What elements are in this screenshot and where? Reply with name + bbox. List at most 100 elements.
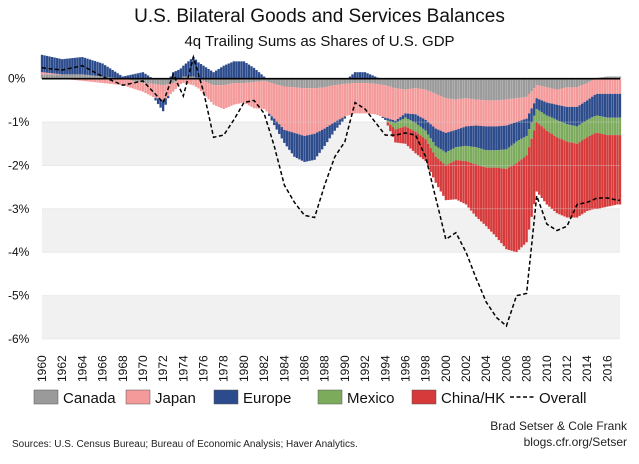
bar-mexico <box>396 121 400 129</box>
bar-china <box>487 167 490 229</box>
bar-japan <box>91 78 94 82</box>
bar-europe <box>391 120 394 123</box>
bar-europe <box>169 76 172 79</box>
x-tick-label: 1968 <box>116 355 130 382</box>
bar-china <box>608 135 612 207</box>
bar-japan <box>613 78 617 94</box>
bar-japan <box>50 73 54 75</box>
bar-japan <box>447 98 450 133</box>
bar-canada <box>260 78 263 82</box>
bar-canada <box>472 78 475 100</box>
bar-china <box>401 127 405 144</box>
bar-europe <box>404 113 407 118</box>
bar-china <box>459 160 463 202</box>
bar-japan <box>146 83 150 95</box>
bar-europe <box>257 72 261 79</box>
bar-mexico <box>515 141 518 164</box>
bar-japan <box>502 99 506 126</box>
bar-europe <box>106 66 109 78</box>
bar-china <box>533 130 536 205</box>
bar-canada <box>447 78 450 99</box>
bar-europe <box>510 123 513 146</box>
bar-japan <box>490 100 493 127</box>
bar-canada <box>381 78 384 85</box>
bar-mexico <box>570 125 574 143</box>
bar-mexico <box>550 117 554 135</box>
bar-canada <box>530 78 533 92</box>
bar-canada <box>358 78 362 84</box>
bar-japan <box>265 81 268 112</box>
bar-canada <box>379 78 382 85</box>
bar-japan <box>457 99 460 130</box>
bar-japan <box>250 82 253 107</box>
bar-mexico <box>527 129 531 148</box>
bar-china <box>404 126 407 144</box>
bar-europe <box>389 119 392 122</box>
bar-europe <box>61 59 64 75</box>
bar-canada <box>361 78 364 84</box>
bar-europe <box>159 99 162 108</box>
bar-china <box>616 135 619 205</box>
bar-japan <box>268 82 271 114</box>
bar-canada <box>429 78 432 92</box>
bar-canada <box>389 78 392 87</box>
bar-europe <box>184 63 188 77</box>
bar-japan <box>305 88 309 136</box>
bar-mexico <box>500 149 503 169</box>
bar-canada <box>591 78 594 81</box>
bar-europe <box>580 103 584 124</box>
bar-europe <box>371 75 374 79</box>
bar-europe <box>141 72 145 79</box>
bar-mexico <box>510 145 513 167</box>
bar-china <box>603 134 607 208</box>
bar-japan <box>114 78 117 85</box>
bar-europe <box>586 100 589 120</box>
bar-europe <box>538 99 541 111</box>
bar-europe <box>543 101 546 114</box>
bar-japan <box>618 78 622 94</box>
bar-europe <box>225 64 228 79</box>
bar-canada <box>247 78 251 83</box>
bar-china <box>535 122 538 192</box>
bar-europe <box>381 116 384 118</box>
bar-canada <box>333 78 336 86</box>
bar-japan <box>283 86 286 130</box>
bar-europe <box>192 57 195 77</box>
bar-europe <box>318 131 321 153</box>
bar-europe <box>358 72 362 79</box>
bar-europe <box>414 114 417 123</box>
bar-japan <box>204 81 208 97</box>
x-tick-label: 2002 <box>459 355 473 382</box>
bar-europe <box>565 106 569 125</box>
bar-europe <box>374 76 377 79</box>
y-tick-label: -2% <box>8 158 30 172</box>
bar-china <box>469 162 473 211</box>
bar-japan <box>161 85 165 101</box>
bar-japan <box>444 98 448 133</box>
bar-canada <box>394 78 397 89</box>
bar-canada <box>356 78 359 84</box>
credit-blog: blogs.cfr.org/Setser <box>523 435 627 449</box>
bar-mexico <box>530 122 533 139</box>
bar-japan <box>348 83 352 115</box>
bar-japan <box>497 100 501 127</box>
bar-canada <box>275 78 278 85</box>
bar-canada <box>515 78 518 99</box>
bar-japan <box>608 78 612 94</box>
bar-europe <box>570 106 574 126</box>
bar-canada <box>45 74 49 79</box>
bar-japan <box>300 88 304 136</box>
bar-canada <box>78 74 82 79</box>
bar-japan <box>119 78 122 85</box>
x-tick-label: 1984 <box>277 355 291 382</box>
bar-japan <box>106 78 109 84</box>
bar-europe <box>469 125 473 147</box>
bar-europe <box>442 131 445 151</box>
bar-canada <box>404 78 407 90</box>
y-tick-label: -5% <box>8 289 30 303</box>
bar-mexico <box>517 140 521 162</box>
bar-canada <box>98 76 102 79</box>
bar-europe <box>343 116 347 119</box>
bar-europe <box>93 61 97 76</box>
bar-japan <box>83 78 87 82</box>
